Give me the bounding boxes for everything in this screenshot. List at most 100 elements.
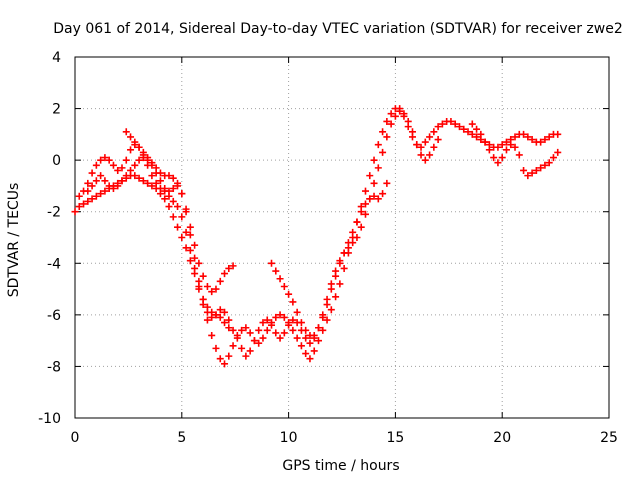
data-point (92, 161, 100, 169)
data-point (195, 259, 203, 267)
data-point (272, 313, 280, 321)
data-marks (71, 105, 562, 368)
data-point (293, 334, 301, 342)
plot-frame (74, 56, 610, 419)
data-point (208, 331, 216, 339)
data-point (336, 259, 344, 267)
series-arc-5 (268, 179, 391, 339)
data-point (131, 138, 139, 146)
data-point (208, 288, 216, 296)
data-point (289, 316, 297, 324)
data-point (203, 316, 211, 324)
data-point (114, 166, 122, 174)
data-point (165, 192, 173, 200)
data-point (238, 326, 246, 334)
data-point (216, 306, 224, 314)
data-point (186, 231, 194, 239)
data-point (208, 308, 216, 316)
x-tick-label: 10 (280, 430, 298, 446)
data-point (302, 350, 310, 358)
data-point (421, 156, 429, 164)
series-arc-6 (468, 120, 562, 180)
data-point (259, 319, 267, 327)
data-point (468, 120, 476, 128)
data-point (216, 355, 224, 363)
data-point (485, 146, 493, 154)
data-point (263, 316, 271, 324)
data-point (80, 200, 88, 208)
data-point (182, 228, 190, 236)
data-point (297, 319, 305, 327)
data-point (545, 133, 553, 141)
data-point (289, 298, 297, 306)
data-point (127, 133, 135, 141)
data-point (84, 197, 92, 205)
data-point (75, 192, 83, 200)
x-tick-label: 0 (71, 430, 80, 446)
data-point (156, 169, 164, 177)
data-point (490, 154, 498, 162)
data-point (408, 128, 416, 136)
y-tick-label: -8 (47, 359, 61, 375)
data-point (255, 339, 263, 347)
data-point (520, 166, 528, 174)
data-point (541, 136, 549, 144)
data-point (323, 316, 331, 324)
data-point (332, 293, 340, 301)
data-point (481, 138, 489, 146)
data-point (357, 223, 365, 231)
x-tick-label: 5 (177, 430, 186, 446)
data-point (524, 172, 532, 180)
data-point (144, 179, 152, 187)
data-point (327, 306, 335, 314)
data-point (434, 123, 442, 131)
data-point (191, 254, 199, 262)
data-point (191, 264, 199, 272)
data-point (229, 262, 237, 270)
data-point (473, 125, 481, 133)
data-point (199, 272, 207, 280)
data-point (221, 270, 229, 278)
data-point (370, 192, 378, 200)
data-point (387, 120, 395, 128)
data-point (169, 174, 177, 182)
data-point (528, 169, 536, 177)
grid (75, 57, 609, 418)
data-point (272, 329, 280, 337)
data-point (383, 179, 391, 187)
series-arc-2 (75, 107, 442, 360)
data-point (152, 179, 160, 187)
data-point (165, 172, 173, 180)
data-point (460, 125, 468, 133)
data-point (268, 259, 276, 267)
data-point (383, 133, 391, 141)
data-point (451, 120, 459, 128)
x-tick-label: 25 (600, 430, 618, 446)
data-point (212, 344, 220, 352)
data-point (109, 161, 117, 169)
data-point (178, 190, 186, 198)
data-point (310, 331, 318, 339)
data-point (122, 156, 130, 164)
data-point (366, 172, 374, 180)
data-point (464, 128, 472, 136)
data-point (511, 133, 519, 141)
y-tick-label: -10 (38, 411, 61, 427)
y-tick-label: 2 (52, 102, 61, 118)
data-point (199, 295, 207, 303)
data-point (276, 311, 284, 319)
data-point (554, 130, 562, 138)
y-tick-label: 0 (52, 153, 61, 169)
data-point (71, 208, 79, 216)
data-point (144, 154, 152, 162)
data-point (468, 130, 476, 138)
data-point (498, 141, 506, 149)
data-point (186, 246, 194, 254)
data-point (361, 200, 369, 208)
y-tick-label: -6 (47, 308, 61, 324)
data-point (186, 257, 194, 265)
data-point (353, 234, 361, 241)
data-point (182, 244, 190, 252)
data-point (310, 347, 318, 355)
